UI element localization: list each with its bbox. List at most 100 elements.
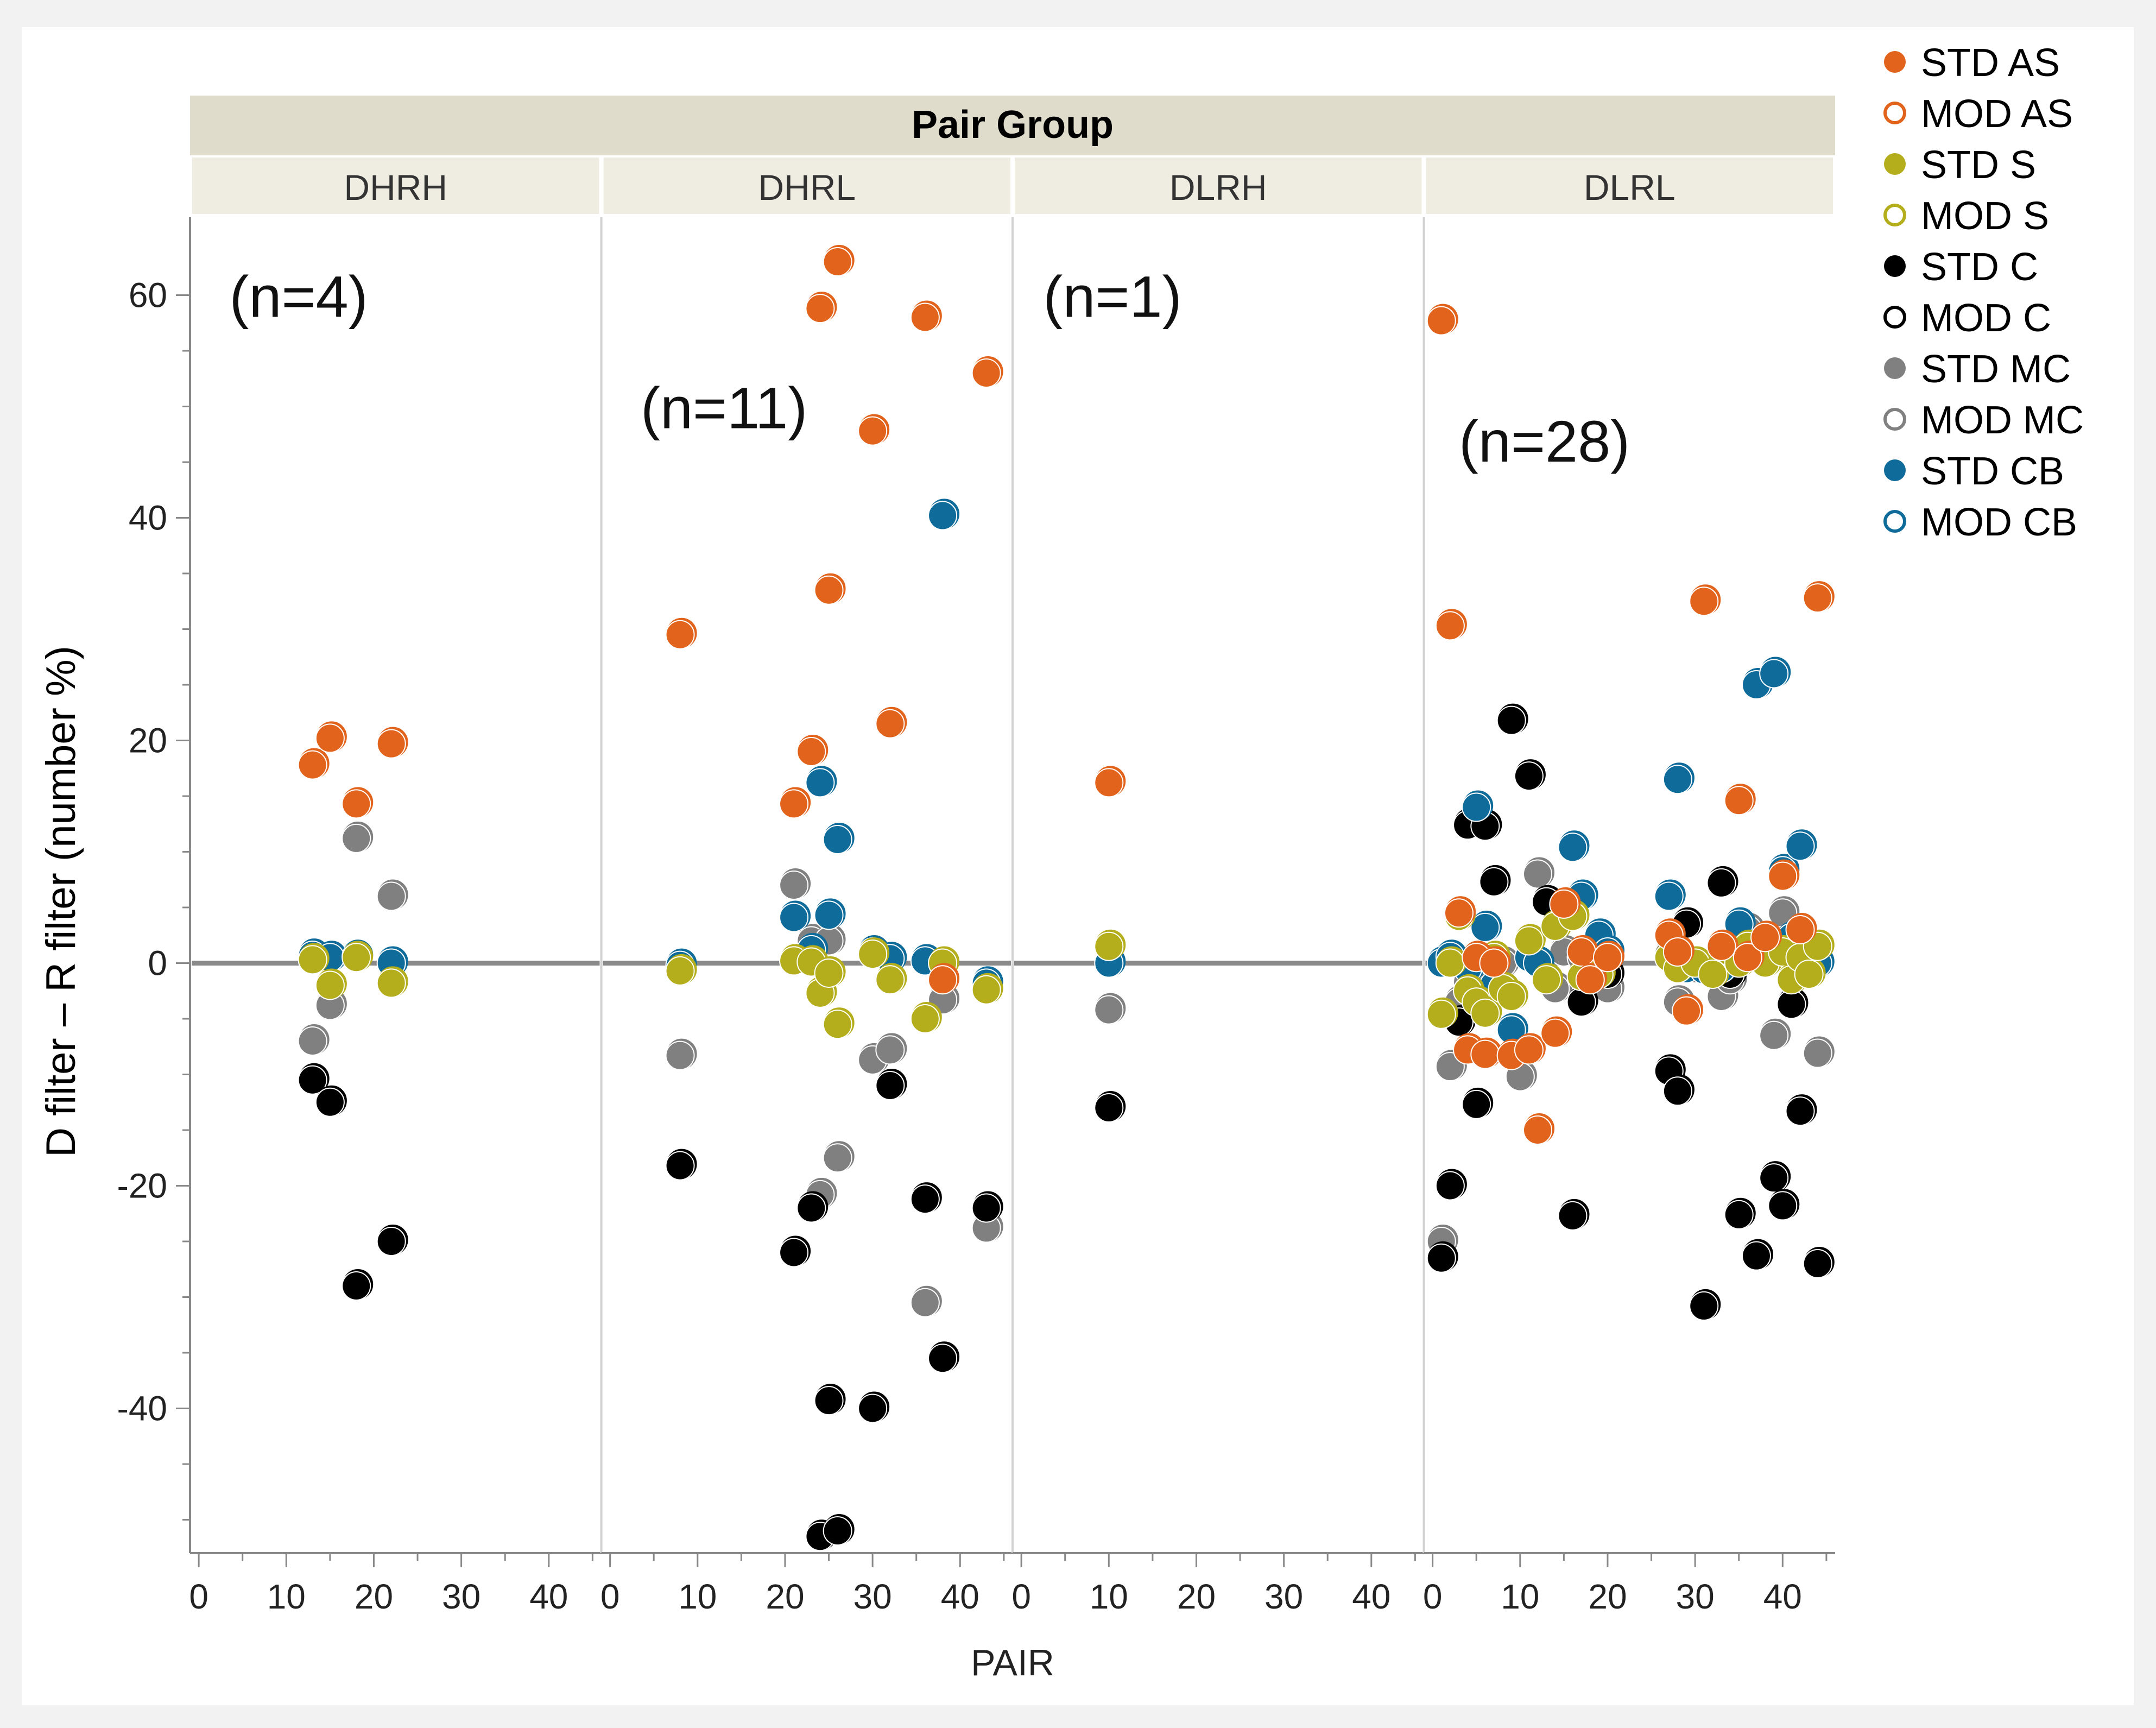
panel-count-annotation: (n=28) — [1459, 408, 1630, 474]
point-std-c — [823, 1516, 852, 1546]
point-std-cb — [1470, 912, 1500, 942]
legend-marker — [1884, 357, 1906, 379]
point-std-c — [1724, 1200, 1754, 1229]
point-std-c — [342, 1271, 371, 1301]
point-std-as — [1470, 1039, 1500, 1069]
x-tick-label: 0 — [1423, 1577, 1443, 1616]
x-tick-label: 0 — [189, 1577, 208, 1616]
point-std-as — [1706, 931, 1736, 961]
point-std-cb — [814, 900, 844, 930]
legend-item: STD C — [1884, 245, 2038, 289]
point-std-c — [910, 1184, 940, 1214]
point-std-as — [376, 729, 406, 759]
y-tick-label: 40 — [129, 499, 167, 538]
point-std-as — [1768, 861, 1798, 891]
legend-item: MOD MC — [1883, 399, 2084, 442]
point-std-mc — [342, 823, 371, 853]
point-std-s — [823, 1010, 852, 1039]
legend-marker — [1884, 459, 1906, 481]
point-std-c — [1741, 1241, 1771, 1271]
point-std-as — [928, 965, 958, 995]
point-std-c — [1435, 1171, 1465, 1201]
point-std-as — [779, 789, 809, 819]
x-tick-label: 30 — [853, 1577, 892, 1616]
panel-count-annotation: (n=4) — [230, 264, 368, 330]
point-std-mc — [875, 1035, 905, 1065]
x-tick-label: 40 — [529, 1577, 568, 1616]
point-std-as — [1523, 1115, 1553, 1145]
point-std-c — [1768, 1191, 1798, 1221]
point-std-as — [1566, 937, 1596, 967]
point-std-as — [1540, 1018, 1570, 1048]
point-std-mc — [1094, 995, 1124, 1025]
legend-marker — [1884, 51, 1906, 73]
point-std-s — [1426, 999, 1456, 1029]
point-std-mc — [823, 1143, 852, 1173]
point-std-as — [910, 302, 940, 332]
point-std-s — [910, 1004, 940, 1033]
x-tick-label: 10 — [1090, 1577, 1128, 1616]
panel-title: DLRH — [1169, 167, 1267, 207]
point-std-s — [1698, 960, 1728, 989]
legend-label: MOD C — [1921, 297, 2051, 340]
point-std-s — [1094, 931, 1124, 961]
axis-layer: -40 -20 0 20 40 60 — [117, 217, 191, 1553]
point-std-as — [875, 709, 905, 739]
legend-marker — [1884, 153, 1906, 175]
point-std-as — [814, 575, 844, 605]
y-tick-label: -40 — [117, 1389, 168, 1428]
point-std-as — [1785, 915, 1815, 944]
point-std-as — [1750, 923, 1780, 953]
point-std-as — [298, 750, 327, 780]
y-tick-label: -20 — [117, 1166, 168, 1206]
point-std-c — [779, 1238, 809, 1267]
point-std-cb — [928, 501, 958, 531]
legend-label: STD C — [1921, 245, 2038, 289]
point-std-mc — [910, 1288, 940, 1317]
legend-item: MOD C — [1883, 297, 2051, 340]
panel-dhrl: DHRL 0 10 20 30 40 (n=11) — [600, 157, 1013, 1616]
legend-marker — [1883, 510, 1906, 533]
point-std-as — [1592, 943, 1622, 973]
legend-marker — [1884, 255, 1906, 277]
legend: STD AS MOD AS STD S MOD S STD C MOD C STD MC MO… — [1883, 41, 2084, 544]
point-std-as — [858, 416, 888, 446]
x-tick-label: 10 — [267, 1577, 306, 1616]
point-std-c — [1558, 1201, 1588, 1231]
point-std-as — [342, 789, 371, 819]
point-std-as — [1444, 898, 1474, 928]
point-std-s — [342, 943, 371, 973]
point-std-s — [1794, 960, 1824, 989]
legend-marker — [1883, 102, 1906, 124]
point-std-as — [1733, 943, 1762, 973]
point-std-c — [971, 1193, 1001, 1223]
point-std-c — [1479, 867, 1509, 897]
point-std-as — [1662, 937, 1692, 967]
panel-dlrh: DLRH 0 10 20 30 40 (n=1) — [1011, 157, 1424, 1616]
point-std-s — [376, 968, 406, 998]
panel-dhrh: DHRH 0 10 20 30 40 (n=4) — [189, 157, 602, 1616]
point-std-c — [928, 1344, 958, 1373]
point-std-as — [315, 723, 345, 753]
point-std-cb — [1662, 765, 1692, 794]
point-std-c — [1785, 1096, 1815, 1126]
point-std-mc — [376, 881, 406, 911]
panel-count-annotation: (n=11) — [641, 375, 807, 441]
x-tick-label: 0 — [600, 1577, 620, 1616]
x-tick-label: 40 — [1763, 1577, 1802, 1616]
point-std-s — [1532, 965, 1561, 995]
point-std-cb — [805, 768, 835, 798]
legend-marker — [1883, 408, 1906, 431]
legend-label: MOD CB — [1921, 501, 2077, 544]
y-tick-label: 0 — [148, 944, 167, 983]
x-tick-label: 40 — [1352, 1577, 1390, 1616]
point-std-s — [875, 965, 905, 995]
legend-label: STD AS — [1921, 41, 2060, 85]
point-std-as — [1514, 1035, 1544, 1065]
legend-marker — [1883, 204, 1906, 226]
point-std-mc — [298, 1026, 327, 1056]
point-std-s — [1470, 998, 1500, 1028]
point-std-s — [298, 945, 327, 975]
